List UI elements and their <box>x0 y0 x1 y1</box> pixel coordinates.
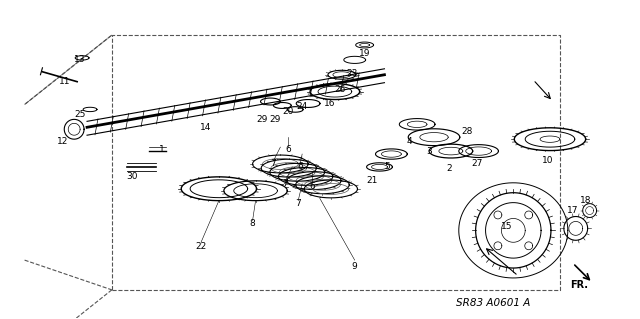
Text: 6: 6 <box>309 182 315 191</box>
Text: FR.: FR. <box>570 280 588 290</box>
Text: 7: 7 <box>271 160 276 168</box>
Text: 29: 29 <box>257 115 268 124</box>
Text: 1: 1 <box>159 145 164 153</box>
Text: 4: 4 <box>406 137 412 146</box>
Text: 17: 17 <box>567 206 579 215</box>
Text: SR83 A0601 A: SR83 A0601 A <box>456 298 531 308</box>
Text: 27: 27 <box>471 160 483 168</box>
Text: 26: 26 <box>334 85 346 94</box>
Text: 25: 25 <box>74 110 86 119</box>
Text: 8: 8 <box>250 219 255 228</box>
Text: 23: 23 <box>346 69 357 78</box>
Text: 2: 2 <box>446 164 452 174</box>
Text: 30: 30 <box>126 172 138 181</box>
Text: 3: 3 <box>426 146 432 156</box>
Text: 22: 22 <box>195 242 207 251</box>
Text: 15: 15 <box>500 222 512 231</box>
Text: 9: 9 <box>352 262 358 271</box>
Text: 7: 7 <box>282 179 288 188</box>
Text: 29: 29 <box>269 115 281 124</box>
Text: 5: 5 <box>385 162 390 171</box>
Text: 19: 19 <box>359 49 371 58</box>
Text: 18: 18 <box>580 196 591 205</box>
Text: 7: 7 <box>295 199 301 208</box>
Text: 21: 21 <box>366 176 377 185</box>
Text: 14: 14 <box>200 123 212 132</box>
Text: 6: 6 <box>285 145 291 153</box>
Text: 13: 13 <box>74 56 86 64</box>
Text: 16: 16 <box>324 99 335 108</box>
Text: 11: 11 <box>58 77 70 86</box>
Text: 24: 24 <box>296 102 308 111</box>
Text: 20: 20 <box>283 107 294 116</box>
Text: 12: 12 <box>56 137 68 146</box>
Text: 6: 6 <box>298 162 303 171</box>
Text: 28: 28 <box>461 127 472 136</box>
Text: 10: 10 <box>542 157 554 166</box>
